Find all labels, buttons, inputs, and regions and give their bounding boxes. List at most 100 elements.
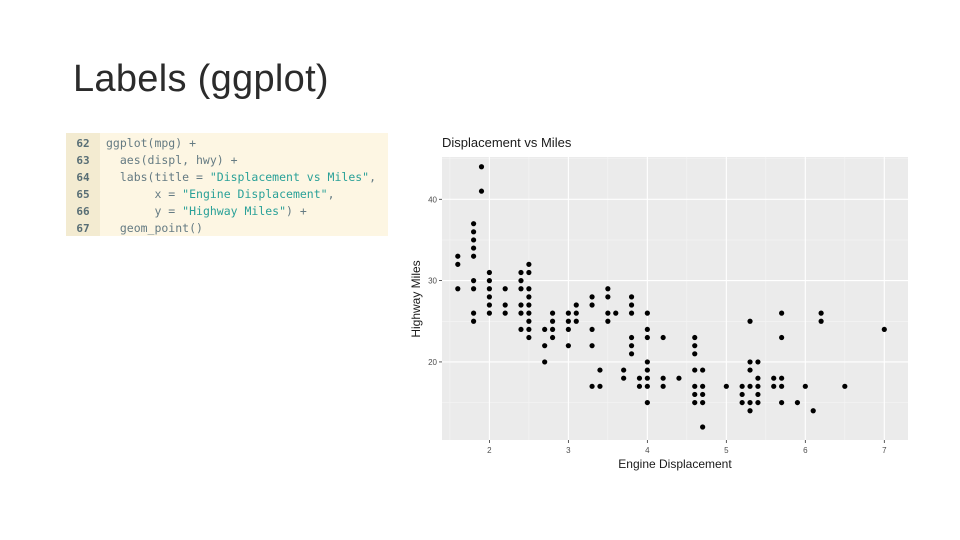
code-token: , [327, 187, 335, 201]
scatter-chart: Displacement vs Miles 2 3 4 5 6 7 20 30 40 Engin… [405, 130, 910, 475]
data-point [518, 302, 524, 308]
data-point [818, 310, 824, 316]
y-tick-label: 20 [428, 358, 437, 367]
data-point [755, 391, 761, 398]
data-point [549, 310, 556, 316]
data-point [589, 326, 595, 333]
data-point [636, 383, 643, 389]
data-point [526, 318, 532, 324]
data-point [692, 391, 698, 398]
data-point [549, 326, 556, 333]
data-point [628, 302, 635, 308]
data-point [565, 343, 571, 349]
data-point [644, 359, 650, 365]
data-point [470, 229, 477, 235]
data-point [470, 310, 477, 316]
x-tick-label: 3 [566, 446, 571, 455]
data-point [644, 326, 650, 333]
data-point [660, 334, 666, 341]
data-point [644, 399, 650, 406]
data-point [676, 375, 682, 381]
data-point [589, 343, 595, 349]
data-point [486, 269, 492, 276]
data-point [549, 318, 556, 324]
x-tick-label: 6 [803, 446, 808, 455]
data-point [573, 302, 579, 308]
slide-title: Labels (ggplot) [73, 58, 329, 100]
code-token: , [369, 170, 377, 184]
data-point [455, 261, 461, 267]
data-point [526, 326, 532, 333]
data-point [470, 278, 477, 284]
code-text: aes(displ, hwy) + [106, 152, 238, 169]
line-number: 66 [76, 205, 90, 218]
code-token: y = [106, 204, 183, 218]
data-point [802, 383, 808, 389]
data-point [700, 383, 706, 389]
data-point [605, 294, 611, 300]
data-point [597, 383, 603, 389]
data-point [573, 318, 579, 324]
data-point [502, 302, 508, 308]
data-point [526, 261, 532, 267]
y-axis-label: Highway Miles [409, 260, 423, 337]
data-point [605, 286, 611, 292]
data-point [692, 399, 698, 406]
data-point [542, 326, 548, 333]
data-point [644, 334, 650, 341]
chart-title: Displacement vs Miles [442, 135, 572, 150]
code-token: ) + [286, 204, 307, 218]
line-number: 63 [76, 154, 90, 167]
data-point [470, 245, 477, 251]
data-point [779, 383, 785, 389]
data-point [565, 318, 571, 324]
data-point [747, 383, 753, 389]
code-token: x = [106, 187, 183, 201]
data-point [526, 286, 532, 292]
data-point [526, 310, 532, 316]
code-token: aes(displ, hwy) + [106, 153, 238, 167]
data-point [644, 310, 650, 316]
data-point [565, 310, 571, 316]
data-point [518, 326, 524, 333]
axis-ticks: 2 3 4 5 6 7 20 30 40 [428, 195, 887, 455]
data-point [755, 375, 761, 381]
code-text: labs(title = "Displacement vs Miles", [106, 169, 376, 186]
data-point [470, 253, 477, 259]
data-point [565, 326, 571, 333]
data-point [455, 253, 461, 259]
data-point [771, 375, 777, 381]
data-point [644, 375, 650, 381]
data-point [549, 334, 556, 341]
data-point [842, 383, 848, 389]
code-token: geom_point() [106, 221, 203, 235]
data-point [502, 286, 508, 292]
data-point [636, 375, 643, 381]
code-token: labs(title = [106, 170, 210, 184]
data-point [810, 408, 816, 414]
data-point [589, 294, 595, 300]
data-point [755, 399, 761, 406]
data-point [747, 318, 753, 324]
data-point [818, 318, 824, 324]
y-tick-label: 40 [428, 195, 437, 204]
data-point [739, 383, 745, 389]
data-point [478, 188, 485, 194]
data-point [700, 424, 706, 430]
chart-svg: Displacement vs Miles 2 3 4 5 6 7 20 30 40 Engin… [409, 135, 908, 471]
x-tick-label: 5 [724, 446, 729, 455]
data-point [589, 302, 595, 308]
data-point [597, 367, 603, 373]
data-point [526, 334, 532, 341]
code-text: y = "Highway Miles") + [106, 203, 307, 220]
data-point [660, 383, 666, 389]
grid-lines [442, 157, 908, 440]
data-point [526, 294, 532, 300]
x-tick-label: 7 [882, 446, 887, 455]
data-point [794, 399, 801, 406]
data-point [518, 310, 524, 316]
data-point [628, 351, 635, 357]
line-number: 67 [76, 222, 90, 235]
data-point [700, 391, 706, 398]
data-point [470, 221, 477, 227]
